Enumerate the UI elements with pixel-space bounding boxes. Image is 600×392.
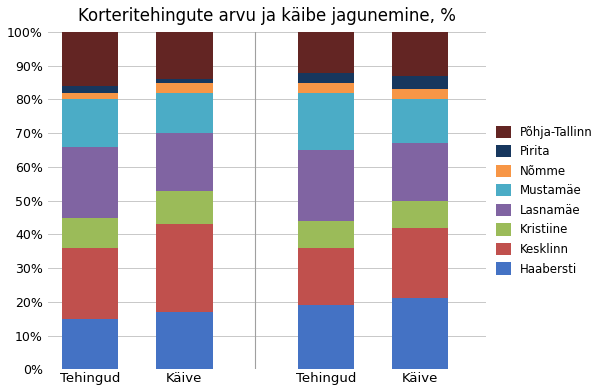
Bar [62, 147, 118, 218]
Bar [62, 319, 118, 369]
Bar [156, 93, 212, 133]
Bar [298, 221, 354, 248]
Bar [298, 248, 354, 305]
Bar [298, 305, 354, 369]
Bar [156, 83, 212, 93]
Bar [392, 143, 448, 201]
Bar [392, 89, 448, 100]
Bar [392, 201, 448, 228]
Bar [62, 32, 118, 86]
Bar [392, 32, 448, 76]
Bar [156, 191, 212, 224]
Title: Korteritehingute arvu ja käibe jagunemine, %: Korteritehingute arvu ja käibe jagunemin… [78, 7, 456, 25]
Bar [298, 150, 354, 221]
Bar [156, 79, 212, 83]
Legend: Põhja-Tallinn, Pirita, Nõmme, Mustamäe, Lasnamäe, Kristiine, Kesklinn, Haabersti: Põhja-Tallinn, Pirita, Nõmme, Mustamäe, … [496, 126, 593, 276]
Bar [298, 73, 354, 83]
Bar [62, 248, 118, 319]
Bar [392, 76, 448, 89]
Bar [156, 133, 212, 191]
Bar [62, 86, 118, 93]
Bar [156, 32, 212, 79]
Bar [62, 100, 118, 147]
Bar [62, 218, 118, 248]
Bar [392, 298, 448, 369]
Bar [392, 100, 448, 143]
Bar [392, 228, 448, 298]
Bar [156, 224, 212, 312]
Bar [156, 312, 212, 369]
Bar [298, 93, 354, 150]
Bar [298, 32, 354, 73]
Bar [298, 83, 354, 93]
Bar [62, 93, 118, 100]
